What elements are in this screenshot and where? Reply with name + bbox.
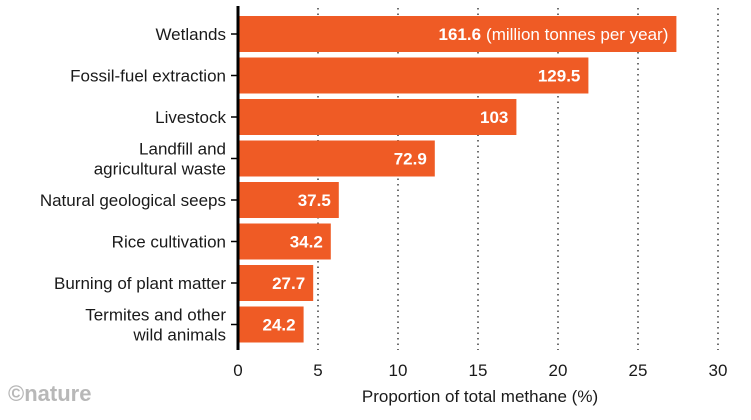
bar-value-label-6: 27.7 xyxy=(272,274,305,293)
x-tick-label-30: 30 xyxy=(709,361,728,380)
nature-logo: ©nature xyxy=(8,381,91,406)
bar-4 xyxy=(238,182,339,218)
bar-6 xyxy=(238,265,314,301)
x-tick-label-0: 0 xyxy=(233,361,242,380)
bar-value-number-0: 161.6 xyxy=(438,25,481,44)
category-label-2: Livestock xyxy=(155,108,226,127)
x-tick-label-15: 15 xyxy=(469,361,488,380)
bar-value-label-2: 103 xyxy=(480,108,508,127)
category-label-3-line-1: agricultural waste xyxy=(94,160,226,179)
category-label-1: Fossil-fuel extraction xyxy=(70,67,226,86)
bar-value-label-0: 161.6 (million tonnes per year) xyxy=(438,25,668,44)
category-label-5: Rice cultivation xyxy=(112,233,226,252)
category-label-4: Natural geological seeps xyxy=(40,191,226,210)
category-label-6: Burning of plant matter xyxy=(54,274,226,293)
category-labels: Wetlands Fossil-fuel extraction Livestock L… xyxy=(40,25,227,345)
bar-2 xyxy=(238,99,517,135)
x-tick-label-20: 20 xyxy=(549,361,568,380)
bar-1 xyxy=(238,57,589,94)
category-label-7-line-0: Termites and other xyxy=(85,306,226,325)
x-tick-label-25: 25 xyxy=(629,361,648,380)
x-axis: 0 5 10 15 20 25 30 xyxy=(231,6,727,380)
grid-lines xyxy=(317,8,719,350)
x-axis-title: Proportion of total methane (%) xyxy=(362,387,598,406)
x-tick-label-10: 10 xyxy=(389,361,408,380)
bar-value-label-7: 24.2 xyxy=(263,316,296,335)
bar-0 xyxy=(238,16,677,52)
bar-value-label-3: 72.9 xyxy=(394,150,427,169)
bar-value-label-5: 34.2 xyxy=(290,233,323,252)
bar-5 xyxy=(238,223,331,260)
value-unit-note: (million tonnes per year) xyxy=(486,25,668,44)
category-label-7-line-1: wild animals xyxy=(132,326,226,345)
x-tick-label-5: 5 xyxy=(313,361,322,380)
bar-value-label-4: 37.5 xyxy=(298,191,331,210)
bars: 161.6 (million tonnes per year) 129.5 103 72… xyxy=(238,16,677,343)
bar-7 xyxy=(238,306,304,343)
bar-value-label-1: 129.5 xyxy=(538,67,581,86)
category-label-0: Wetlands xyxy=(155,25,226,44)
bar-3 xyxy=(238,140,435,177)
category-label-3-line-0: Landfill and xyxy=(139,140,226,159)
